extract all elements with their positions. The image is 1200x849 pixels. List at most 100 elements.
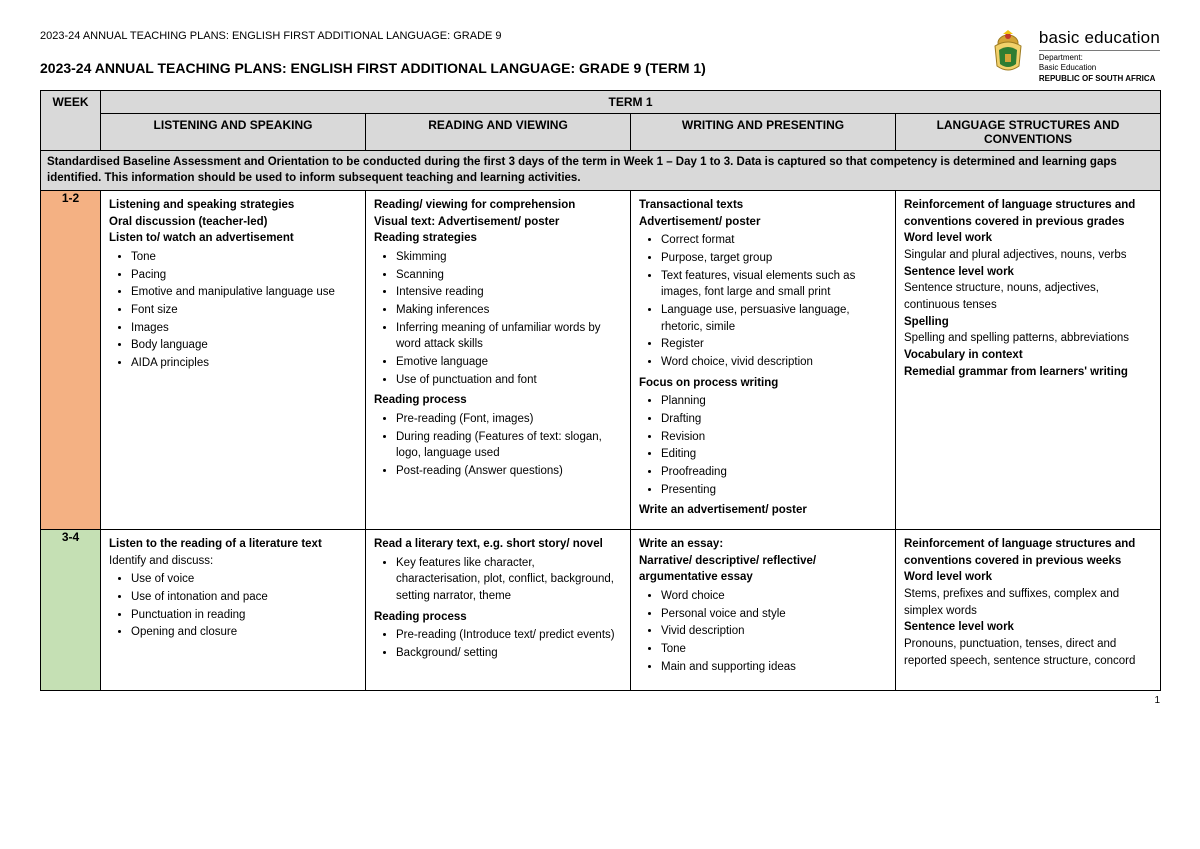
- text: Singular and plural adjectives, nouns, v…: [904, 247, 1152, 264]
- list-item: Use of intonation and pace: [131, 589, 357, 606]
- logo-dept-line3: REPUBLIC OF SOUTH AFRICA: [1039, 74, 1156, 83]
- baseline-note: Standardised Baseline Assessment and Ori…: [41, 151, 1161, 191]
- bullet-list: PlanningDraftingRevisionEditingProofread…: [639, 393, 887, 498]
- list-item: Pre-reading (Introduce text/ predict eve…: [396, 627, 622, 644]
- text: Sentence structure, nouns, adjectives, c…: [904, 280, 1152, 313]
- heading: Listen to the reading of a literature te…: [109, 536, 357, 553]
- list-item: Use of punctuation and font: [396, 372, 622, 389]
- heading: Reading process: [374, 392, 622, 409]
- list-item: Planning: [661, 393, 887, 410]
- list-item: Tone: [661, 641, 887, 658]
- table-row: 1-2 Listening and speaking strategies Or…: [41, 191, 1161, 530]
- bullet-list: Key features like character, characteris…: [374, 555, 622, 605]
- heading: Vocabulary in context: [904, 347, 1152, 364]
- bullet-list: Pre-reading (Font, images)During reading…: [374, 411, 622, 480]
- list-item: Images: [131, 320, 357, 337]
- list-item: Punctuation in reading: [131, 607, 357, 624]
- logo-text: basic education Department: Basic Educat…: [1039, 28, 1160, 84]
- bullet-list: Use of voiceUse of intonation and pacePu…: [109, 571, 357, 641]
- main-title: 2023-24 ANNUAL TEACHING PLANS: ENGLISH F…: [40, 60, 706, 76]
- list-item: Emotive and manipulative language use: [131, 284, 357, 301]
- list-item: Body language: [131, 337, 357, 354]
- list-item: Making inferences: [396, 302, 622, 319]
- list-item: Pre-reading (Font, images): [396, 411, 622, 428]
- list-item: Register: [661, 336, 887, 353]
- col-writing: WRITING AND PRESENTING: [631, 114, 896, 151]
- heading: Reading/ viewing for comprehension: [374, 197, 622, 214]
- list-item: Background/ setting: [396, 645, 622, 662]
- list-item: Language use, persuasive language, rheto…: [661, 302, 887, 335]
- heading: Read a literary text, e.g. short story/ …: [374, 536, 622, 553]
- list-item: Use of voice: [131, 571, 357, 588]
- cell-language-1-2: Reinforcement of language structures and…: [896, 191, 1161, 530]
- list-item: Emotive language: [396, 354, 622, 371]
- list-item: Vivid description: [661, 623, 887, 640]
- list-item: Personal voice and style: [661, 606, 887, 623]
- table-row: 3-4 Listen to the reading of a literatur…: [41, 530, 1161, 690]
- heading: Word level work: [904, 230, 1152, 247]
- heading: Remedial grammar from learners' writing: [904, 364, 1152, 381]
- col-reading: READING AND VIEWING: [366, 114, 631, 151]
- list-item: Key features like character, characteris…: [396, 555, 622, 605]
- list-item: Tone: [131, 249, 357, 266]
- list-item: Editing: [661, 446, 887, 463]
- text: Identify and discuss:: [109, 553, 357, 570]
- list-item: Purpose, target group: [661, 250, 887, 267]
- heading: Oral discussion (teacher-led): [109, 214, 357, 231]
- term-header: TERM 1: [101, 91, 1161, 114]
- heading: Spelling: [904, 314, 1152, 331]
- list-item: Proofreading: [661, 464, 887, 481]
- list-item: Font size: [131, 302, 357, 319]
- heading: Word level work: [904, 569, 1152, 586]
- col-week: WEEK: [41, 91, 101, 151]
- bullet-list: Pre-reading (Introduce text/ predict eve…: [374, 627, 622, 661]
- coat-of-arms-icon: [985, 28, 1031, 78]
- list-item: Intensive reading: [396, 284, 622, 301]
- department-logo: basic education Department: Basic Educat…: [985, 28, 1160, 84]
- list-item: Correct format: [661, 232, 887, 249]
- heading: Advertisement/ poster: [639, 214, 887, 231]
- heading: Reinforcement of language structures and…: [904, 536, 1152, 569]
- heading: Sentence level work: [904, 264, 1152, 281]
- heading: Sentence level work: [904, 619, 1152, 636]
- bullet-list: SkimmingScanningIntensive readingMaking …: [374, 249, 622, 388]
- list-item: AIDA principles: [131, 355, 357, 372]
- list-item: Presenting: [661, 482, 887, 499]
- heading: Transactional texts: [639, 197, 887, 214]
- week-cell-1-2: 1-2: [41, 191, 101, 530]
- logo-brand: basic education: [1039, 28, 1160, 51]
- heading: Reading strategies: [374, 230, 622, 247]
- cell-writing-1-2: Transactional texts Advertisement/ poste…: [631, 191, 896, 530]
- bullet-list: TonePacingEmotive and manipulative langu…: [109, 249, 357, 372]
- list-item: Skimming: [396, 249, 622, 266]
- bullet-list: Word choicePersonal voice and styleVivid…: [639, 588, 887, 675]
- logo-dept-line1: Department:: [1039, 53, 1083, 62]
- cell-reading-3-4: Read a literary text, e.g. short story/ …: [366, 530, 631, 690]
- heading: Visual text: Advertisement/ poster: [374, 214, 622, 231]
- heading: Reading process: [374, 609, 622, 626]
- list-item: Main and supporting ideas: [661, 659, 887, 676]
- page-number: 1: [40, 695, 1160, 706]
- text: Spelling and spelling patterns, abbrevia…: [904, 330, 1152, 347]
- list-item: Word choice: [661, 588, 887, 605]
- list-item: Pacing: [131, 267, 357, 284]
- list-item: Opening and closure: [131, 624, 357, 641]
- list-item: Text features, visual elements such as i…: [661, 268, 887, 301]
- teaching-plan-table: WEEK TERM 1 LISTENING AND SPEAKING READI…: [40, 90, 1161, 691]
- col-language: LANGUAGE STRUCTURES AND CONVENTIONS: [896, 114, 1161, 151]
- heading: Focus on process writing: [639, 375, 887, 392]
- cell-writing-3-4: Write an essay: Narrative/ descriptive/ …: [631, 530, 896, 690]
- heading: Listen to/ watch an advertisement: [109, 230, 357, 247]
- list-item: During reading (Features of text: slogan…: [396, 429, 622, 462]
- list-item: Word choice, vivid description: [661, 354, 887, 371]
- text: Pronouns, punctuation, tenses, direct an…: [904, 636, 1152, 669]
- week-cell-3-4: 3-4: [41, 530, 101, 690]
- cell-listening-3-4: Listen to the reading of a literature te…: [101, 530, 366, 690]
- cell-reading-1-2: Reading/ viewing for comprehension Visua…: [366, 191, 631, 530]
- bullet-list: Correct formatPurpose, target groupText …: [639, 232, 887, 370]
- col-listening: LISTENING AND SPEAKING: [101, 114, 366, 151]
- list-item: Revision: [661, 429, 887, 446]
- cell-listening-1-2: Listening and speaking strategies Oral d…: [101, 191, 366, 530]
- heading: Reinforcement of language structures and…: [904, 197, 1152, 230]
- text: Stems, prefixes and suffixes, complex an…: [904, 586, 1152, 619]
